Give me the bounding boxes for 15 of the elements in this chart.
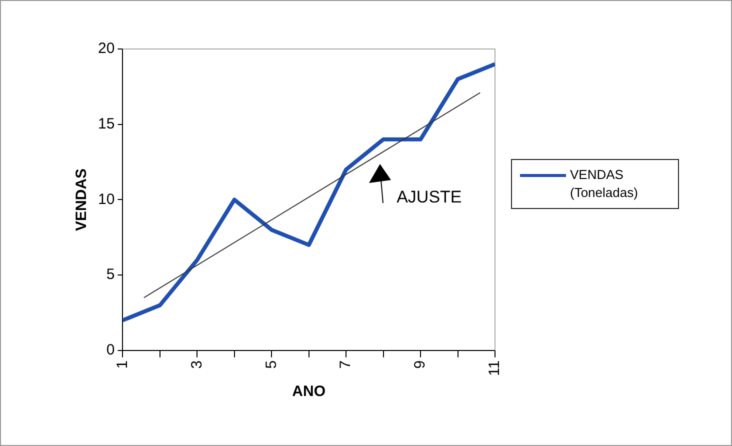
x-axis-title: ANO [292, 383, 326, 400]
x-tick-label: 1 [114, 360, 131, 369]
y-axis-title: VENDAS [73, 168, 90, 231]
annotation: AJUSTE [396, 188, 462, 207]
x-tick-label: 7 [337, 360, 354, 369]
x-tick-label: 5 [262, 360, 280, 369]
y-tick-label: 15 [98, 116, 115, 132]
y-tick-label: 20 [98, 40, 115, 58]
y-tick-label: 5 [106, 266, 115, 284]
y-tick-label: 0 [106, 342, 115, 359]
x-tick-label: 9 [412, 360, 429, 369]
y-tick-label: 10 [98, 190, 115, 208]
x-tick-label: 3 [188, 360, 206, 369]
x-tick-label: 11 [486, 360, 504, 376]
legend-label: VENDAS (Toneladas) [570, 166, 639, 202]
